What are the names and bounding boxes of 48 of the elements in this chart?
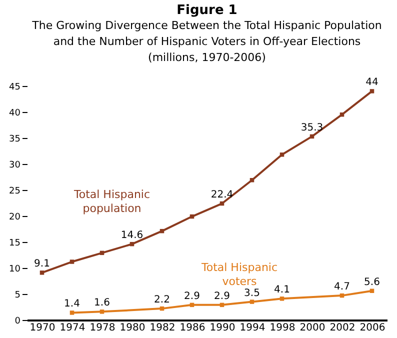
data-label: 22.4 [210, 190, 234, 201]
data-label: 35.3 [300, 122, 324, 134]
point [40, 270, 44, 275]
data-label: 9.1 [34, 258, 50, 270]
point [100, 310, 104, 314]
y-tick-label: 5 [14, 290, 20, 300]
x-tick-label: 1982 [150, 322, 176, 334]
point [70, 310, 74, 315]
x-tick-label: 1986 [180, 322, 206, 334]
data-label: 3.5 [244, 288, 260, 299]
data-label: 1.4 [64, 298, 80, 310]
y-tick-label: 45 [9, 82, 20, 92]
y-tick-label: 40 [9, 108, 21, 118]
y-tick-label: 20 [9, 212, 21, 222]
point [280, 152, 284, 157]
data-label: 2.9 [184, 290, 200, 302]
data-label: 2.9 [214, 290, 230, 302]
y-tick-label: 0 [14, 316, 21, 326]
text: (millions, 1970-2006) [148, 51, 266, 64]
data-label: 44 [366, 77, 378, 88]
y-tick-label: 35 [9, 134, 20, 144]
series-label: Total Hispanic population [72, 188, 150, 216]
data-label: 14.6 [120, 230, 144, 242]
data-label: 5.6 [364, 276, 380, 288]
data-label: 2.2 [154, 294, 170, 306]
y-tick-label: 10 [9, 264, 21, 274]
x-tick-label: 1998 [270, 322, 296, 334]
data-label: 1.6 [94, 298, 110, 309]
x-tick-label: 1990 [210, 322, 236, 334]
y-tick-label: 25 [9, 186, 20, 196]
point [70, 260, 74, 264]
x-tick-label: 1970 [30, 322, 56, 334]
x-tick-label: 1980 [120, 322, 146, 334]
x-tick-label: 1978 [90, 322, 116, 334]
x-tick-label: 2000 [300, 322, 326, 334]
chart-subtitle: The Growing Divergence Between the Total Hispanic Population and the Number of Hispanic Voters in Off-year Elections [31, 19, 382, 48]
chart-title: Figure 1 [176, 3, 238, 18]
point [280, 296, 284, 301]
data-label: 4.7 [334, 282, 350, 293]
x-tick-label: 2002 [330, 322, 356, 334]
x-tick-label: 1974 [60, 322, 86, 334]
point [250, 300, 254, 304]
point [370, 89, 374, 94]
y-tick-label: 15 [9, 238, 20, 248]
x-tick-label: 2006 [360, 322, 386, 334]
x-tick-label: 1994 [240, 322, 266, 334]
y-tick-label: 30 [9, 160, 21, 170]
data-label: 4.1 [274, 284, 290, 296]
